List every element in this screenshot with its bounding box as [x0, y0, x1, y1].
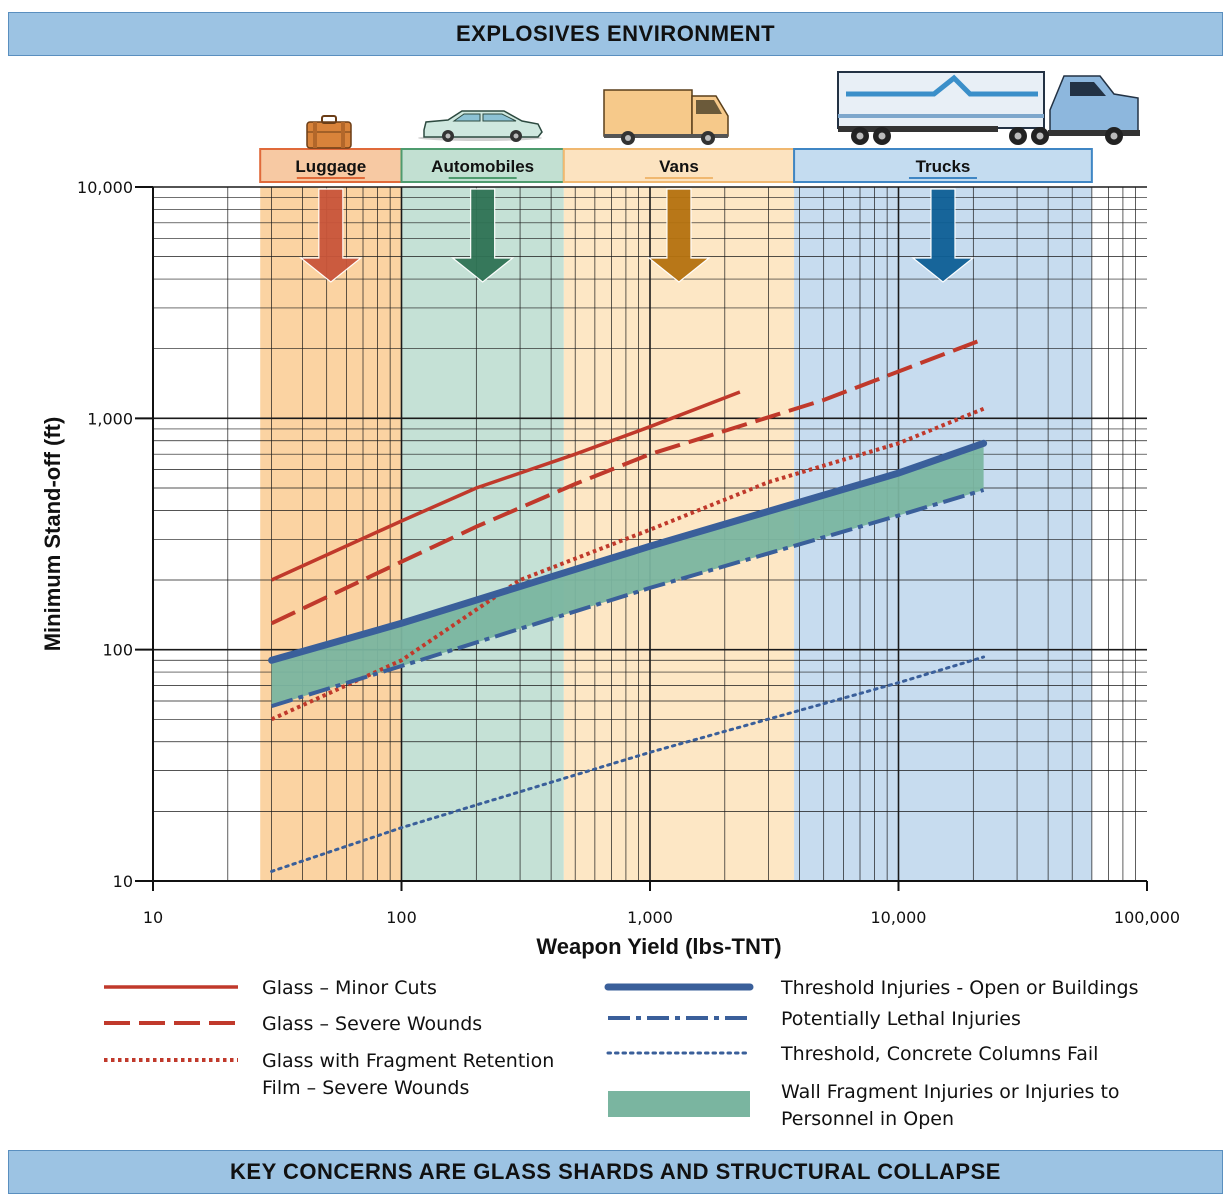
series-threshold-concrete-columns-fail — [270, 655, 986, 873]
category-box-vans — [562, 148, 796, 183]
car-icon — [418, 110, 543, 142]
category-bands — [260, 187, 1092, 881]
top-banner: EXPLOSIVES ENVIRONMENT — [8, 12, 1223, 56]
series-lines — [268, 337, 988, 873]
legend-label: Threshold Injuries - Open or Buildings — [780, 977, 1139, 999]
legend-label: Wall Fragment Injuries or Injuries to — [781, 1081, 1120, 1103]
truck-icon — [837, 71, 1140, 145]
legend-label: Film – Severe Wounds — [262, 1077, 469, 1099]
category-arrows — [299, 188, 975, 283]
arrow-automobiles — [450, 188, 515, 283]
series-glass-minor-cuts — [270, 390, 741, 582]
x-tick-label: 10 — [143, 908, 163, 927]
x-tick-label: 100,000 — [1114, 908, 1180, 927]
category-label-vans: Vans — [659, 157, 699, 176]
series-glass-severe-wounds — [270, 337, 985, 626]
category-box-trucks — [793, 148, 1093, 183]
band-automobiles — [401, 187, 564, 881]
wall-fragment-band-area — [271, 443, 984, 707]
wall-fragment-band — [271, 443, 984, 707]
legend-label: Potentially Lethal Injuries — [781, 1008, 1021, 1030]
top-banner-title: EXPLOSIVES ENVIRONMENT — [455, 21, 776, 46]
suitcase-icon — [306, 115, 352, 149]
category-boxes: Luggage Automobiles Vans Trucks — [259, 148, 1093, 183]
van-icon — [603, 89, 729, 145]
legend-swatch — [608, 1091, 750, 1117]
bottom-banner-title: KEY CONCERNS ARE GLASS SHARDS AND STRUCT… — [230, 1159, 1001, 1184]
y-axis-title: Minimum Stand-off (ft) — [40, 417, 65, 652]
axes — [135, 186, 1148, 891]
legend-label: Glass with Fragment Retention — [262, 1050, 554, 1072]
legend-label: Personnel in Open — [781, 1108, 954, 1130]
x-tick-label: 1,000 — [627, 908, 673, 927]
y-tick-label: 100 — [102, 641, 133, 660]
x-tick-label: 10,000 — [871, 908, 927, 927]
legend-label: Glass – Severe Wounds — [262, 1013, 482, 1035]
series-threshold-injuries-open-or-buildings — [268, 439, 988, 664]
arrow-trucks — [911, 188, 975, 283]
series-potentially-lethal-injuries — [271, 488, 985, 709]
arrow-luggage — [299, 188, 363, 283]
band-luggage — [260, 187, 402, 881]
arrow-vans — [647, 188, 711, 283]
category-label-automobiles: Automobiles — [431, 157, 534, 176]
x-axis-title: Weapon Yield (lbs-TNT) — [536, 934, 781, 959]
tick-labels: 10 100 1,000 10,000 100,000 10 100 1,000 10,000 — [77, 178, 1180, 927]
vehicle-icons — [306, 71, 1140, 149]
y-tick-label: 10,000 — [77, 178, 133, 197]
legend: Glass – Minor Cuts Glass – Severe Wounds G… — [104, 977, 1139, 1130]
legend-label: Glass – Minor Cuts — [262, 977, 437, 999]
legend-label: Threshold, Concrete Columns Fail — [780, 1043, 1098, 1065]
y-tick-label: 10 — [113, 872, 133, 891]
series-glass-with-fragment-retention-film-severe-wounds — [270, 406, 985, 722]
bottom-banner: KEY CONCERNS ARE GLASS SHARDS AND STRUCT… — [8, 1150, 1223, 1194]
category-label-trucks: Trucks — [916, 157, 971, 176]
y-tick-label: 1,000 — [87, 409, 133, 428]
x-tick-label: 100 — [386, 908, 417, 927]
category-label-luggage: Luggage — [295, 157, 366, 176]
